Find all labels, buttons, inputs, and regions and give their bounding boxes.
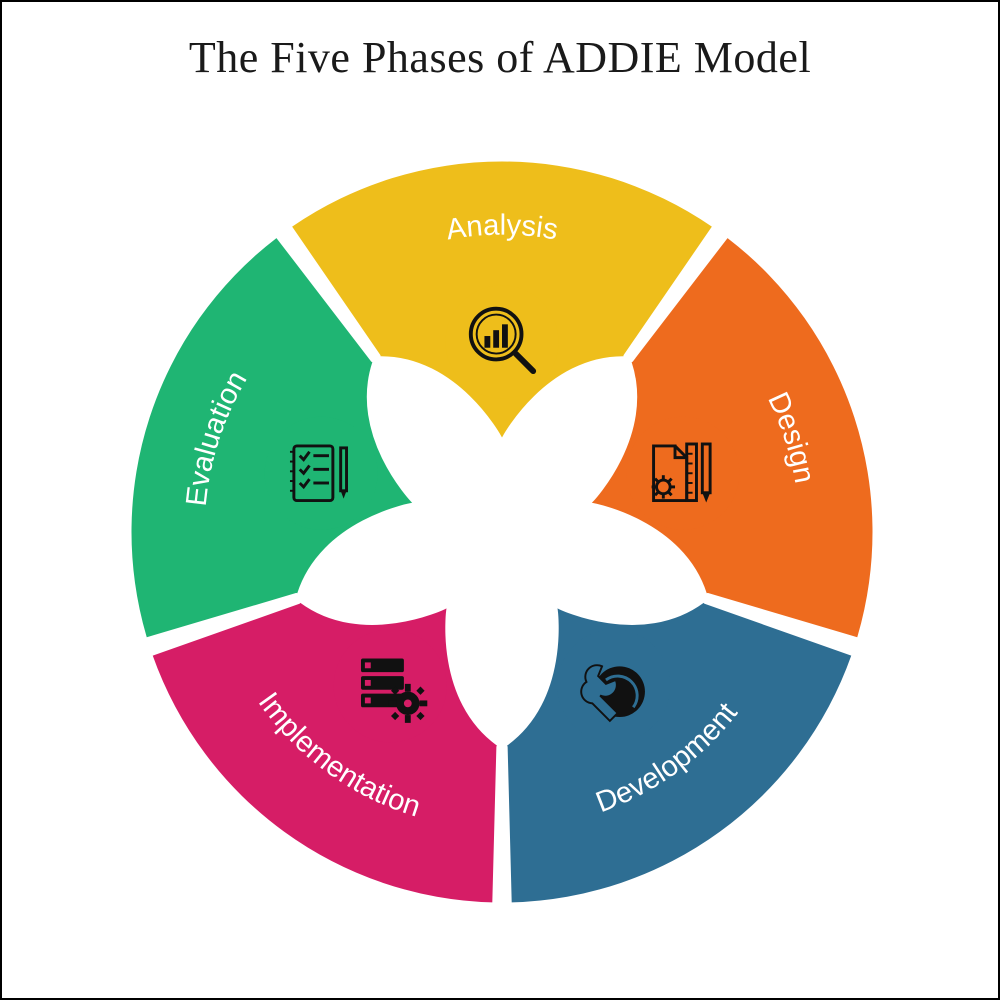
segment-label-analysis: Analysis	[444, 210, 560, 247]
server-gear-icon	[334, 629, 447, 742]
addie-infographic: The Five Phases of ADDIE Model	[0, 0, 1000, 1000]
wrench-globe-icon	[557, 629, 670, 742]
addie-diagram: AnalysisDesignDevelopmentImplementationE…	[112, 142, 892, 922]
magnifier-chart-icon	[445, 285, 558, 398]
design-tools-icon	[626, 417, 739, 530]
checklist-icon	[265, 417, 378, 530]
page-title: The Five Phases of ADDIE Model	[2, 32, 998, 83]
